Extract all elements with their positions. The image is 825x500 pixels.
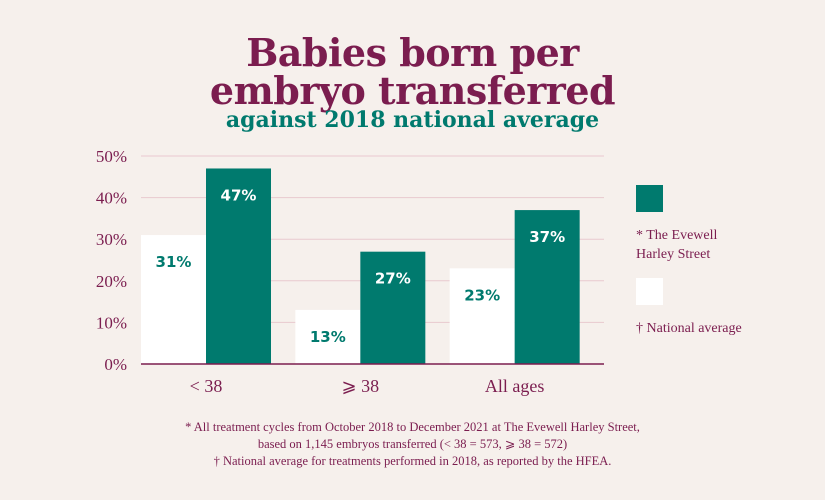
bar — [295, 309, 361, 364]
legend-label-national: † National average — [636, 321, 742, 336]
data-label: 37% — [529, 228, 565, 246]
chart-title-line-2: embryo transferred — [209, 68, 616, 113]
y-tick-label: 0% — [104, 355, 127, 374]
bar — [449, 268, 515, 364]
legend-label-evewell-line-1: * The Evewell — [636, 228, 718, 243]
footnote-line-2: based on 1,145 embryos transferred (< 38… — [257, 437, 568, 451]
x-tick-label: < 38 — [190, 376, 223, 396]
legend-label-evewell-line-2: Harley Street — [636, 247, 711, 262]
y-tick-label: 50% — [96, 147, 127, 166]
legend-swatch-evewell — [636, 185, 663, 212]
y-tick-label: 20% — [96, 272, 127, 291]
footnote-line-3: † National average for treatments perfor… — [213, 454, 612, 468]
bar — [360, 251, 426, 364]
y-tick-label: 40% — [96, 189, 127, 208]
data-label: 27% — [375, 270, 411, 288]
data-label: 31% — [156, 253, 192, 271]
chart-title-line-1: Babies born per — [246, 30, 579, 75]
footnote-line-1: * All treatment cycles from October 2018… — [185, 420, 640, 434]
bar — [206, 168, 271, 364]
x-tick-label: All ages — [485, 376, 544, 396]
data-label: 13% — [310, 328, 346, 346]
bar — [141, 235, 206, 364]
data-label: 47% — [221, 186, 257, 204]
legend-swatch-national — [636, 278, 663, 305]
chart-subtitle: against 2018 national average — [225, 107, 600, 133]
y-tick-label: 30% — [96, 230, 127, 249]
y-tick-label: 10% — [96, 313, 127, 332]
bar — [514, 210, 580, 364]
x-tick-label: ⩾ 38 — [342, 376, 380, 396]
data-label: 23% — [464, 286, 500, 304]
